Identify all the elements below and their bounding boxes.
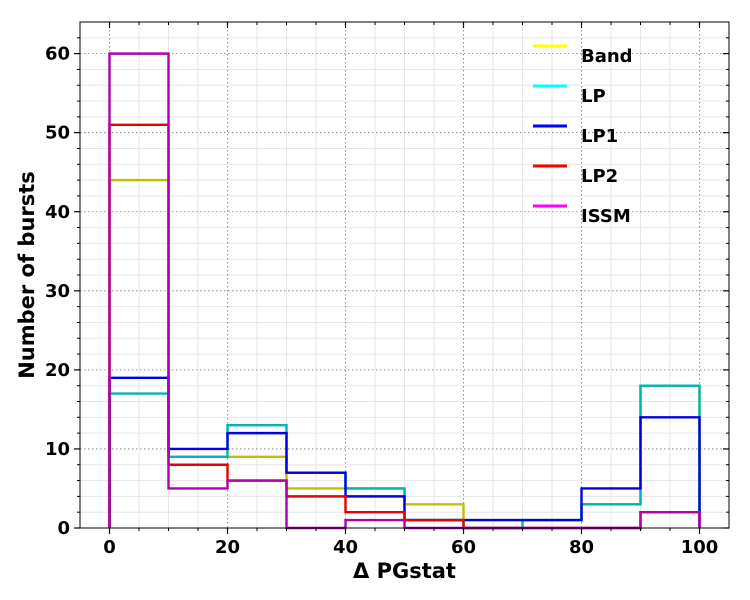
legend-label-lp1: LP1: [581, 126, 618, 147]
x-axis-title: Δ PGstat: [353, 559, 456, 583]
x-tick-label: 60: [451, 537, 476, 558]
minor-grid: [80, 22, 729, 528]
y-tick-label: 60: [45, 44, 70, 65]
y-tick-label: 50: [45, 123, 70, 144]
legend: Band LP LP1 LP2 ISSM: [533, 44, 633, 227]
y-tick-label: 20: [45, 360, 70, 381]
ticks-layer: [74, 22, 729, 534]
legend-label-band: Band: [581, 46, 633, 67]
y-axis-title: Number of bursts: [15, 171, 39, 379]
y-tick-label: 0: [57, 518, 70, 539]
x-tick-label: 20: [215, 537, 240, 558]
series-lp1-line: [108, 376, 701, 528]
x-tick-label: 100: [681, 537, 719, 558]
x-tick-labels: 0 20 40 60 80 100: [103, 537, 718, 558]
y-tick-label: 10: [45, 439, 70, 460]
y-tick-label: 30: [45, 281, 70, 302]
legend-label-lp2: LP2: [581, 166, 618, 187]
y-tick-label: 40: [45, 202, 70, 223]
x-tick-label: 0: [103, 537, 116, 558]
legend-label-lp: LP: [581, 86, 606, 107]
y-tick-labels: 0 10 20 30 40 50 60: [45, 44, 70, 539]
x-tick-label: 40: [333, 537, 358, 558]
legend-label-issm: ISSM: [581, 206, 631, 227]
x-tick-label: 80: [569, 537, 594, 558]
